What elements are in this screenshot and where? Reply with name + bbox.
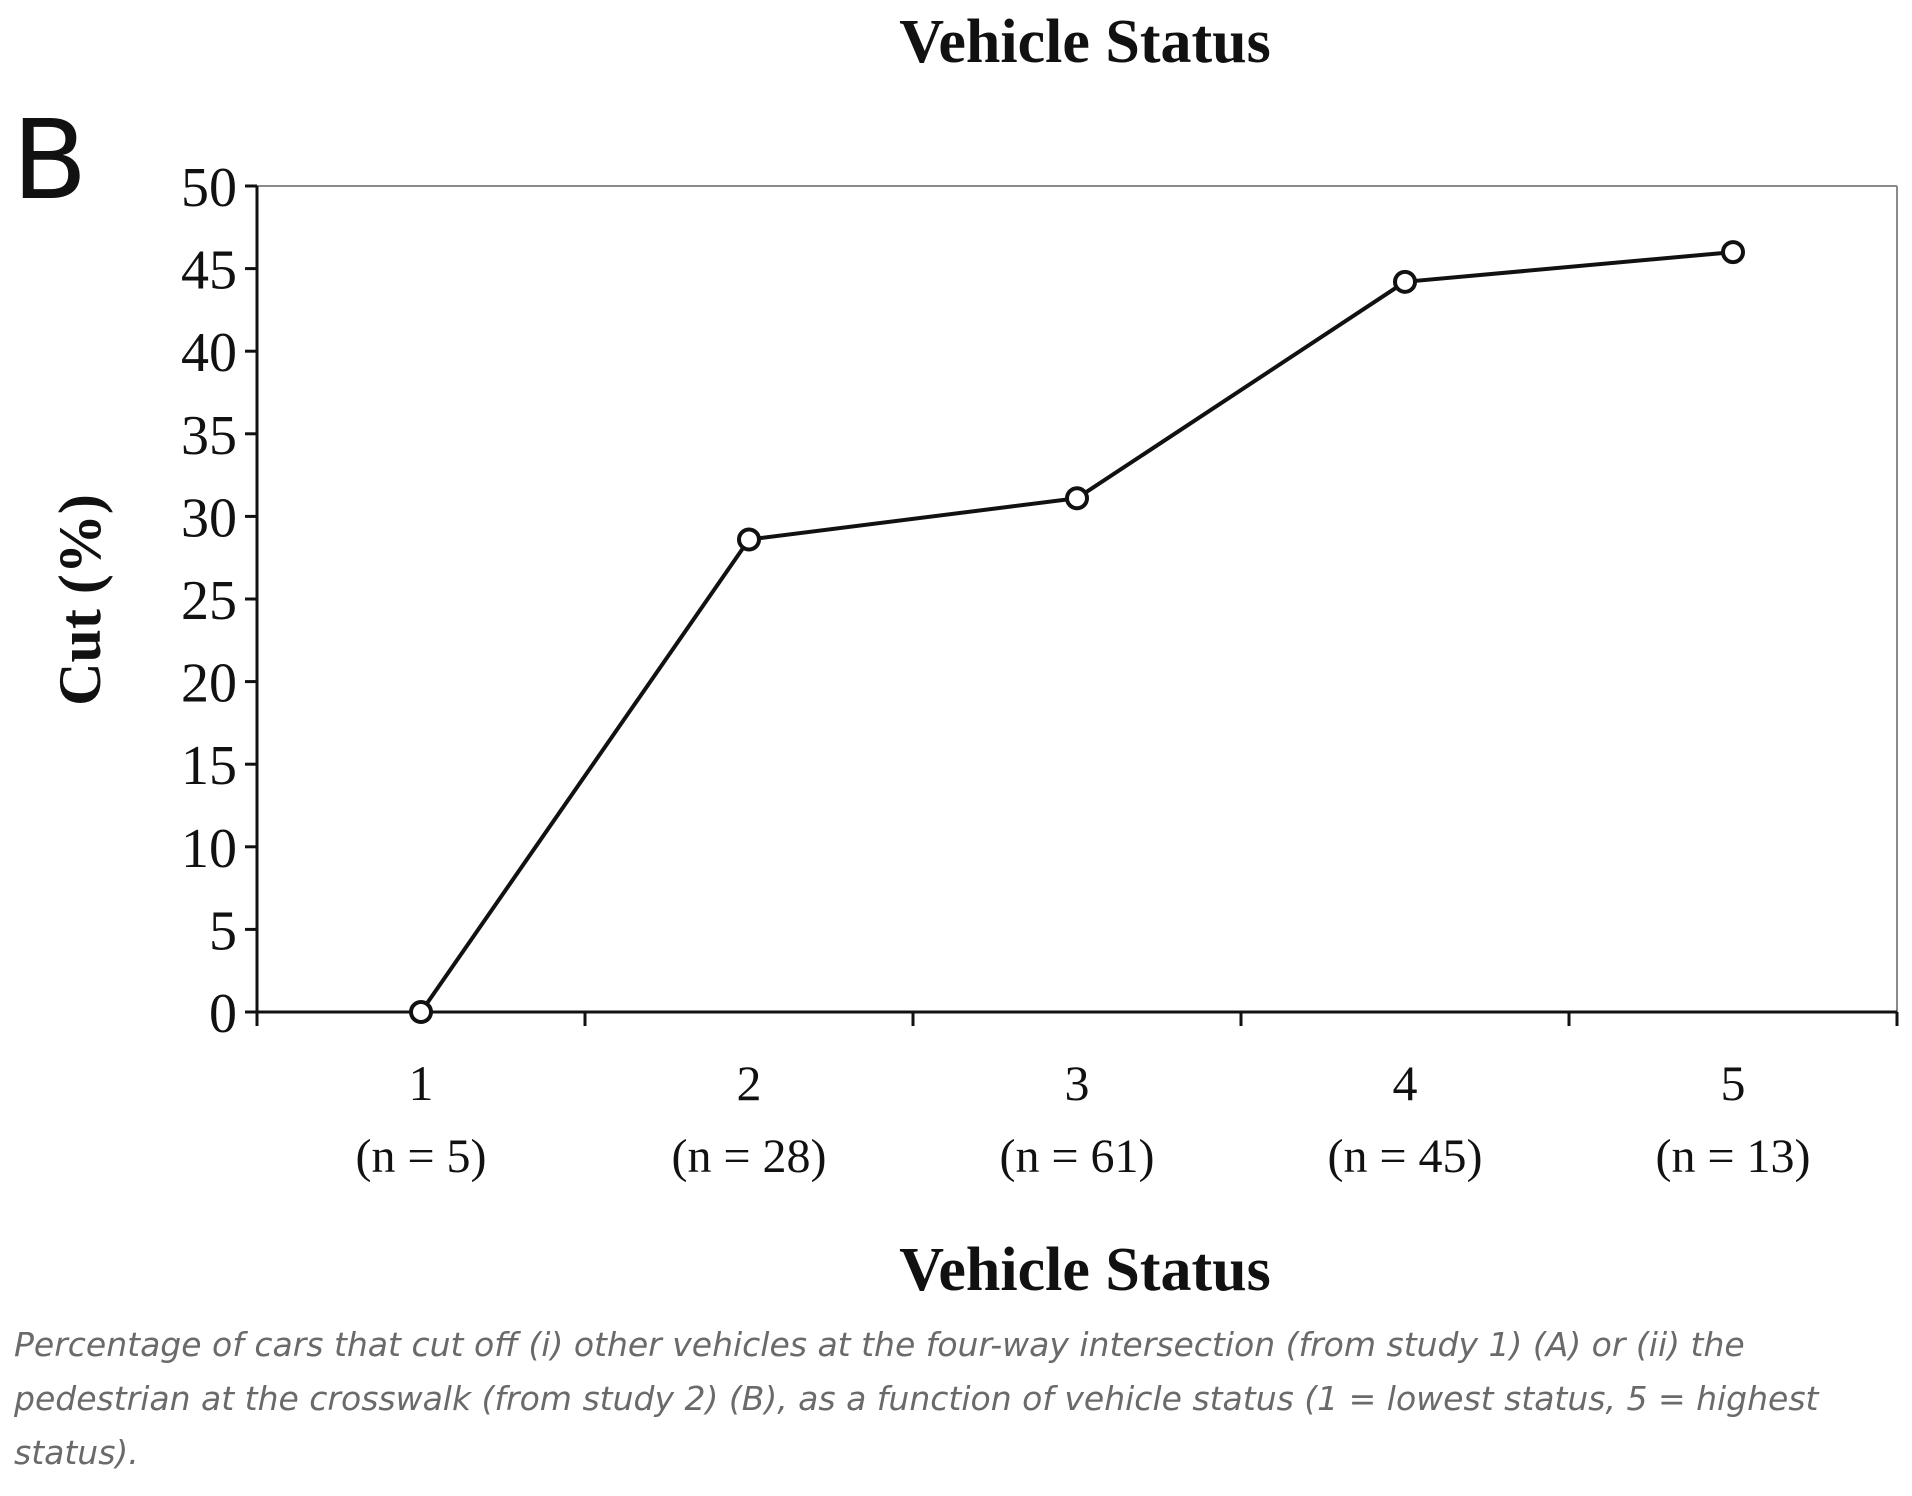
data-point-marker [737, 527, 761, 552]
chart-title: Vehicle Status [899, 8, 1270, 76]
figure-caption: Percentage of cars that cut off (i) othe… [14, 1325, 1819, 1472]
y-tick-label: 35 [181, 405, 237, 467]
x-tick-label: 2 [737, 1055, 762, 1111]
y-tick-label: 40 [181, 322, 237, 384]
y-tick-label: 10 [181, 818, 237, 880]
data-series [409, 240, 1745, 1024]
y-tick-label: 0 [209, 983, 237, 1045]
y-axis-label: Cut (%) [47, 494, 113, 706]
x-tick-label: 5 [1721, 1055, 1746, 1111]
x-tick-label: 1 [409, 1055, 434, 1111]
y-tick-label: 30 [181, 487, 237, 549]
x-axis: 1 (n = 5) 2 (n = 28) 3 (n = 61) 4 (n = 45) 5 (n =… [255, 1010, 1899, 1183]
x-axis-label: Vehicle Status [899, 1236, 1270, 1304]
y-tick-label: 20 [181, 653, 237, 715]
y-tick-label: 50 [181, 157, 237, 219]
data-point-marker [409, 1000, 433, 1024]
x-tick-label: 3 [1065, 1055, 1090, 1111]
x-tick-sublabel: (n = 45) [1327, 1130, 1482, 1183]
y-axis: 0 5 10 15 20 25 30 35 40 45 50 [181, 157, 259, 1045]
x-tick-sublabel: (n = 13) [1655, 1130, 1810, 1183]
y-tick-label: 45 [181, 240, 237, 302]
data-point-marker [1393, 269, 1417, 294]
data-point-marker [1721, 240, 1745, 265]
y-tick-label: 25 [181, 570, 237, 632]
plot-frame [257, 185, 1898, 1012]
x-tick-sublabel: (n = 5) [355, 1130, 486, 1183]
y-tick-label: 5 [209, 900, 237, 962]
series-line [419, 250, 1734, 1014]
chart-container: Vehicle Status B Cut (%) Vehicle Status … [12, 8, 1899, 1304]
x-tick-label: 4 [1393, 1055, 1418, 1111]
data-point-marker [1065, 486, 1089, 511]
x-tick-sublabel: (n = 28) [671, 1130, 826, 1183]
y-tick-label: 15 [181, 735, 237, 797]
panel-label: B [12, 96, 87, 224]
line-chart: Vehicle Status B Cut (%) Vehicle Status … [12, 8, 1899, 1304]
x-tick-sublabel: (n = 61) [999, 1130, 1154, 1183]
